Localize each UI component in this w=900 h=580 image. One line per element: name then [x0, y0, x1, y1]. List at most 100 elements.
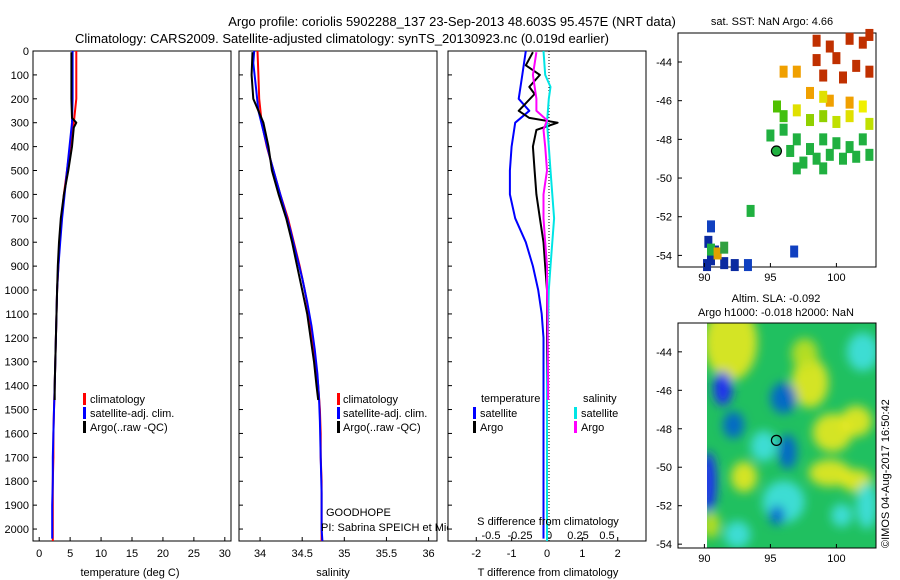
x-tick-label: 5 — [67, 548, 73, 560]
sst-point — [779, 110, 788, 123]
legend-swatch-climatology — [337, 393, 340, 405]
y-tick-label: 400 — [11, 142, 29, 154]
figure-title-line-2: Climatology: CARS2009. Satellite-adjuste… — [75, 31, 609, 46]
sst-point — [819, 110, 828, 123]
sst-points — [703, 28, 874, 272]
y-tick-label: 900 — [11, 261, 29, 273]
legend-label-climatology: climatology — [343, 394, 399, 406]
lat-tick-label: -54 — [656, 250, 672, 262]
sst-point — [819, 133, 828, 146]
y-tick-label: 600 — [11, 189, 29, 201]
lat-tick-label: -50 — [656, 173, 672, 185]
sst-point — [707, 243, 715, 256]
sla-anomaly-blob — [713, 371, 733, 406]
sst-point — [852, 59, 861, 72]
x-tick-label: 0 — [36, 548, 42, 560]
x-tick-label: 2 — [615, 548, 621, 560]
sst-point — [858, 36, 867, 49]
legend-swatch-s-satellite — [574, 407, 577, 419]
sst-point — [779, 123, 788, 136]
sla-anomaly-blob — [840, 405, 873, 437]
temperature-plot-frame — [32, 50, 232, 542]
lat-tick-label: -52 — [656, 501, 672, 513]
sst-point — [839, 152, 847, 165]
imos-credit: ©IMOS 04-Aug-2017 16:50:42 — [880, 399, 892, 548]
x-tick-label: 20 — [157, 548, 169, 560]
sst-point — [790, 245, 799, 258]
lon-tick-label: 95 — [764, 272, 776, 284]
x-tick-label: 36 — [422, 548, 434, 560]
sst-point — [806, 86, 814, 99]
argo-position-marker — [770, 145, 783, 157]
sla-title-line-2: Argo h1000: -0.018 h2000: NaN — [698, 307, 854, 319]
legend-label-s-satellite: satellite — [581, 408, 618, 420]
legend-swatch-t-argo — [473, 421, 476, 433]
x-tick-label: -2 — [471, 548, 481, 560]
lat-tick-label: -52 — [656, 212, 672, 224]
lon-tick-label: 100 — [827, 272, 845, 284]
difference-panel: -2 -1 0 1 2 -0.5 -0.25 0 0.25 0.5 T difference f… — [447, 50, 647, 579]
salinity-legend: climatology satellite-adj. clim. Argo(..… — [337, 393, 427, 434]
salinity-difference-axis: -0.5 -0.25 0 0.25 0.5 — [482, 530, 615, 542]
sla-anomaly-blob — [750, 430, 777, 462]
legend-label-argo: Argo(..raw -QC) — [90, 422, 168, 434]
series-line-s-argo — [531, 52, 550, 400]
sst-point — [730, 259, 739, 272]
x-tick-label: 34.5 — [291, 548, 312, 560]
sst-point — [713, 247, 722, 260]
sst-point — [832, 52, 841, 65]
sst-point — [812, 34, 821, 47]
legend-swatch-satellite — [83, 407, 86, 419]
x-tick-label: 35 — [338, 548, 350, 560]
sst-point — [720, 257, 729, 270]
series-line-argo-raw-qc- — [53, 52, 78, 400]
sst-point — [845, 32, 854, 45]
salinity-axis-label: salinity — [316, 567, 350, 579]
legend-label-climatology: climatology — [90, 394, 146, 406]
legend-title-temperature: temperature — [481, 393, 540, 405]
figure-title-line-1: Argo profile: coriolis 5902288_137 23-Se… — [228, 14, 676, 29]
sst-point — [792, 104, 801, 117]
x-tick-label: 15 — [126, 548, 138, 560]
y-tick-label: 0 — [23, 46, 29, 58]
sst-point — [852, 150, 861, 163]
difference-legend: temperature salinity satellite Argo sate… — [473, 393, 618, 434]
lat-tick-label: -54 — [656, 539, 672, 551]
y-tick-label: 1500 — [5, 405, 29, 417]
lon-tick-label: 95 — [764, 553, 776, 565]
sla-anomaly-blob — [769, 505, 785, 525]
lat-tick-label: -44 — [656, 57, 672, 69]
sla-map-border — [677, 322, 877, 549]
sst-point — [819, 162, 828, 175]
y-tick-label: 1900 — [5, 500, 29, 512]
sst-point — [819, 69, 828, 82]
lat-tick-label: -48 — [656, 134, 672, 146]
sst-point — [845, 141, 854, 154]
y-tick-label: 800 — [11, 237, 29, 249]
y-tick-label: 1800 — [5, 476, 29, 488]
series-line-argo-raw-qc- — [250, 52, 320, 401]
legend-swatch-argo — [337, 421, 340, 433]
salinity-x-axis: 34 34.5 35 35.5 36 — [239, 50, 435, 560]
sst-point — [825, 148, 834, 161]
y-tick-label: 1200 — [5, 333, 29, 345]
sst-point — [779, 65, 788, 78]
salinity-plot-frame — [238, 50, 438, 542]
sst-map-axes: 90 95 100 -44 -46 -48 -50 -52 -54 — [656, 57, 845, 284]
sla-anomaly-blob — [707, 511, 721, 539]
lon-tick-label: 100 — [827, 553, 845, 565]
difference-x-axis: -2 -1 0 1 2 — [448, 50, 621, 560]
legend-swatch-argo — [83, 421, 86, 433]
argo-position-marker — [770, 434, 783, 446]
lat-tick-label: -46 — [656, 385, 672, 397]
legend-title-salinity: salinity — [583, 393, 617, 405]
sst-point — [720, 241, 729, 254]
s-difference-axis-label: S difference from climatology — [477, 516, 619, 528]
x-tick-label: 1 — [579, 548, 585, 560]
sst-point — [819, 90, 828, 103]
series-line-s-satellite — [542, 50, 556, 541]
sst-point — [806, 114, 814, 127]
sst-point — [703, 259, 712, 272]
temperature-panel: 0100200300400500600700800900100011001200… — [5, 46, 232, 579]
